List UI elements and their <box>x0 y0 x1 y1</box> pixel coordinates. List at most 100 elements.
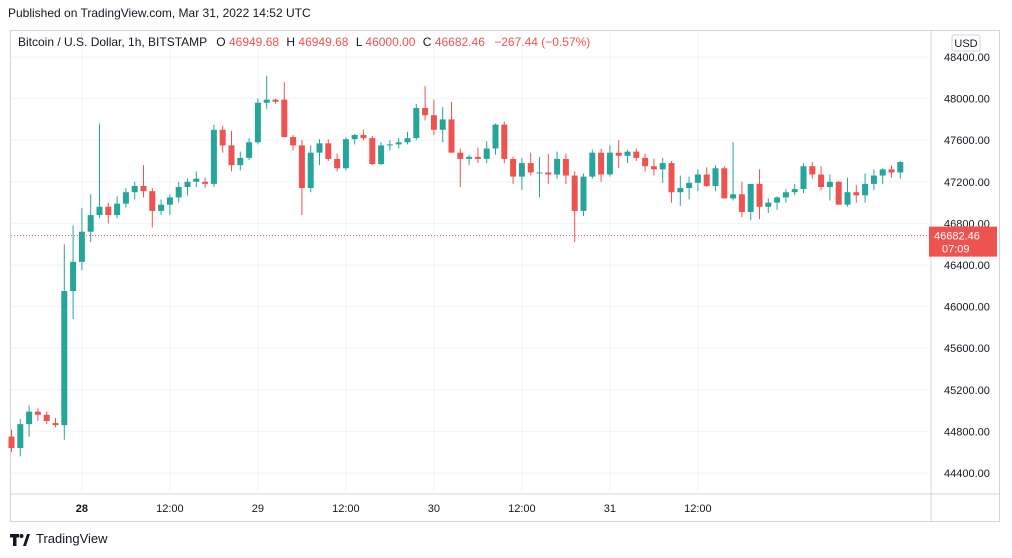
candle-down <box>818 166 825 191</box>
candle-body <box>52 423 59 426</box>
time-tick-label: 12:00 <box>508 503 536 515</box>
legend-l-label: L <box>356 35 363 49</box>
candle-down <box>219 125 226 153</box>
candle-body <box>307 152 314 189</box>
candle-up <box>589 149 596 179</box>
candle-body <box>536 172 543 174</box>
price-tick-label: 45200.00 <box>944 385 990 397</box>
candle-up <box>580 173 587 217</box>
candle-body <box>246 142 253 158</box>
candle-up <box>386 140 393 151</box>
candle-up <box>122 188 129 208</box>
candle-body <box>730 194 737 199</box>
candle-body <box>61 291 68 426</box>
candle-body <box>378 145 385 165</box>
price-tick-label: 47200.00 <box>944 177 990 189</box>
candle-body <box>879 169 886 176</box>
candle-body <box>756 183 763 207</box>
price-tick-label: 44400.00 <box>944 468 990 480</box>
currency-button[interactable]: USD <box>951 34 981 52</box>
candle-down <box>52 417 59 428</box>
candle-body <box>466 156 473 159</box>
candle-body <box>149 191 156 211</box>
candle-up <box>395 138 402 149</box>
candle-down <box>8 429 15 453</box>
candle-body <box>888 169 895 173</box>
candle-body <box>237 157 244 166</box>
published-header: Published on TradingView.com, Mar 31, 20… <box>8 6 311 20</box>
candle-body <box>290 137 297 146</box>
candle-body <box>395 142 402 145</box>
candle-up <box>897 161 904 179</box>
candle-down <box>457 148 464 187</box>
candle-body <box>263 99 270 103</box>
legend-h-label: H <box>286 35 295 49</box>
candle-down <box>290 135 297 151</box>
candle-up <box>659 157 666 183</box>
candle-up <box>342 137 349 171</box>
candle-body <box>686 182 693 189</box>
candle-body <box>114 203 121 216</box>
svg-text:Bitcoin / U.S. Dollar, 1h, BIT: Bitcoin / U.S. Dollar, 1h, BITSTAMP O 46… <box>18 35 590 49</box>
candle-down <box>835 180 842 205</box>
candle-up <box>782 189 789 203</box>
candle-up <box>712 165 719 192</box>
candle-body <box>298 145 305 189</box>
candle-body <box>633 151 640 158</box>
candle-down <box>298 140 305 216</box>
price-tick-label: 48400.00 <box>944 52 990 64</box>
candle-down <box>545 153 552 184</box>
candle-down <box>369 136 376 166</box>
candle-up <box>263 75 270 109</box>
candle-body <box>774 197 781 203</box>
time-tick-label: 30 <box>428 503 440 515</box>
candle-down <box>650 158 657 176</box>
price-tick-label: 48000.00 <box>944 94 990 106</box>
candle-down <box>272 98 279 104</box>
candle-up <box>61 244 68 440</box>
candle-body <box>606 152 613 175</box>
candle-up <box>87 194 94 243</box>
footer-brand[interactable]: TradingView <box>10 531 108 546</box>
candle-body <box>210 129 217 184</box>
candle-body <box>140 185 147 192</box>
candle-down <box>202 177 209 189</box>
candle-body <box>70 261 77 291</box>
chart-legend: Bitcoin / U.S. Dollar, 1h, BITSTAMP O 46… <box>18 35 590 49</box>
time-tick-label: 12:00 <box>156 503 184 515</box>
candle-up <box>307 145 314 193</box>
time-tick-label: 31 <box>604 503 616 515</box>
candle-up <box>677 175 684 206</box>
chart-frame[interactable] <box>10 30 1000 522</box>
candle-body <box>545 172 552 175</box>
candle-up <box>378 142 385 166</box>
candle-body <box>818 174 825 187</box>
candle-body <box>334 158 341 169</box>
candle-up <box>351 133 358 145</box>
candle-down <box>633 148 640 161</box>
candle-body <box>694 174 701 183</box>
legend-c-value: 46682.46 <box>435 35 485 49</box>
candle-up <box>747 183 754 221</box>
candle-down <box>703 167 710 187</box>
candle-down <box>738 181 745 218</box>
candle-up <box>254 98 261 145</box>
candle-body <box>782 192 789 198</box>
candle-body <box>351 135 358 140</box>
candle-down <box>281 81 288 138</box>
candle-up <box>554 151 561 179</box>
candle-body <box>668 163 675 193</box>
candle-up <box>826 174 833 201</box>
candle-body <box>809 166 816 175</box>
tradingview-logo-icon <box>10 531 30 546</box>
candle-body <box>571 175 578 211</box>
candle-body <box>184 181 191 187</box>
time-tick-label: 28 <box>76 503 88 515</box>
candle-body <box>844 192 851 205</box>
candle-down <box>228 130 235 172</box>
candle-body <box>254 102 261 143</box>
candle-up <box>466 154 473 166</box>
candle-up <box>624 149 631 164</box>
candles <box>8 75 904 457</box>
